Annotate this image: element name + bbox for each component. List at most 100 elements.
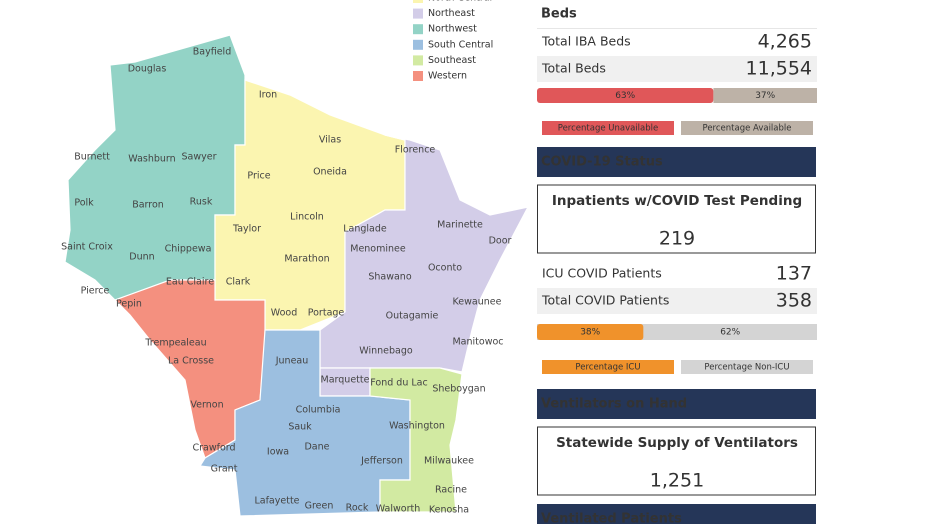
county-label: Kenosha xyxy=(429,505,469,516)
county-label: Lafayette xyxy=(254,496,299,507)
row-bg xyxy=(537,288,817,314)
county-label: Dane xyxy=(304,442,329,453)
kpi-value: 1,251 xyxy=(650,470,704,492)
row-value: 137 xyxy=(776,263,812,285)
legend-label: Northwest xyxy=(428,24,477,35)
row-bg xyxy=(537,56,817,82)
row-label: ICU COVID Patients xyxy=(542,266,662,281)
legend-swatch xyxy=(413,39,423,50)
county-label: Sauk xyxy=(288,422,312,433)
legend-button[interactable] xyxy=(542,121,674,135)
bar-segment xyxy=(537,88,714,103)
county-label: Pierce xyxy=(81,286,110,297)
county-label: Vernon xyxy=(190,400,223,411)
row-bg xyxy=(537,29,817,55)
legend-label: Western xyxy=(428,71,467,82)
bar-label: 63% xyxy=(615,91,635,101)
region-south-central xyxy=(198,329,411,517)
legend-label: Southeast xyxy=(428,55,476,66)
county-label: La Crosse xyxy=(168,356,214,367)
legend-button-label: Percentage Unavailable xyxy=(558,124,659,134)
section-header-text: Ventilators on Hand xyxy=(541,397,687,412)
county-label: Marathon xyxy=(284,254,329,265)
county-label: Barron xyxy=(132,200,164,211)
county-label: Crawford xyxy=(192,443,235,454)
county-label: Columbia xyxy=(296,405,341,416)
legend-label: South Central xyxy=(428,39,493,50)
county-label: Oconto xyxy=(428,263,462,274)
section-header xyxy=(537,147,816,177)
county-label: Trempealeau xyxy=(144,338,206,349)
county-label: Menominee xyxy=(350,244,406,255)
bar-segment xyxy=(537,324,644,340)
county-label: Grant xyxy=(211,464,238,475)
county-label: Washington xyxy=(389,421,445,432)
row-bg xyxy=(537,261,817,287)
section-header-text: COVID-19 Status xyxy=(541,155,663,170)
kpi-value: 219 xyxy=(659,228,695,250)
county-label: Walworth xyxy=(376,504,420,515)
region-southeast xyxy=(369,367,463,513)
county-label: Marinette xyxy=(437,220,483,231)
county-label: Rock xyxy=(346,503,369,514)
county-label: Lincoln xyxy=(290,212,324,223)
county-label: Racine xyxy=(435,485,467,496)
legend-button[interactable] xyxy=(681,360,813,374)
legend-button-label: Percentage Available xyxy=(703,124,792,134)
wisconsin-map xyxy=(64,34,530,517)
county-label: Door xyxy=(489,236,512,247)
bar-segment xyxy=(713,88,817,103)
legend-swatch xyxy=(413,0,423,3)
legend-button[interactable] xyxy=(681,121,813,135)
county-label: Marquette xyxy=(321,375,370,386)
county-label: Iron xyxy=(259,90,277,101)
bar-label: 62% xyxy=(720,328,740,338)
bar-label: 38% xyxy=(580,328,600,338)
legend-button-label: Percentage Non-ICU xyxy=(704,363,789,373)
row-value: 4,265 xyxy=(758,31,812,53)
county-label: Clark xyxy=(226,277,251,288)
bar-label: 37% xyxy=(755,91,775,101)
kpi-box xyxy=(537,184,816,254)
bar-segment xyxy=(643,324,817,340)
kpi-label: Inpatients w/COVID Test Pending xyxy=(552,193,802,209)
section-title: Beds xyxy=(541,7,577,22)
row-label: Total Beds xyxy=(541,61,606,76)
county-label: Dunn xyxy=(129,252,154,263)
legend-swatch xyxy=(413,55,423,66)
row-value: 358 xyxy=(776,290,812,312)
county-label: Saint Croix xyxy=(61,242,113,253)
county-label: Outagamie xyxy=(386,311,439,322)
legend-swatch xyxy=(413,8,423,19)
county-label: Winnebago xyxy=(359,346,413,357)
county-label: Rusk xyxy=(190,197,213,208)
county-label: Manitowoc xyxy=(452,337,503,348)
kpi-box xyxy=(537,426,816,496)
legend-swatch xyxy=(413,24,423,35)
section-header xyxy=(537,389,816,419)
section-header xyxy=(537,504,816,524)
county-label: Fond du Lac xyxy=(370,378,427,389)
county-label: Florence xyxy=(395,145,436,156)
county-label: Taylor xyxy=(232,224,261,235)
county-label: Polk xyxy=(74,198,94,209)
county-label: Sheboygan xyxy=(432,384,485,395)
section-header-text: Ventilated Patients xyxy=(541,512,682,524)
county-label: Langlade xyxy=(343,224,387,235)
legend-swatch xyxy=(413,71,423,81)
legend-button[interactable] xyxy=(542,360,674,374)
county-label: Bayfield xyxy=(193,47,231,58)
row-label: Total COVID Patients xyxy=(541,293,669,308)
legend-button-label: Percentage ICU xyxy=(575,363,640,373)
county-label: Oneida xyxy=(313,167,347,178)
county-label: Portage xyxy=(308,308,345,319)
legend-label: Northeast xyxy=(428,8,475,19)
county-label: Wood xyxy=(271,308,298,319)
county-label: Burnett xyxy=(74,152,110,163)
county-label: Kewaunee xyxy=(453,297,502,308)
county-label: Vilas xyxy=(319,135,341,146)
county-label: Price xyxy=(247,171,270,182)
county-label: Sawyer xyxy=(182,152,217,163)
county-label: Washburn xyxy=(128,154,175,165)
